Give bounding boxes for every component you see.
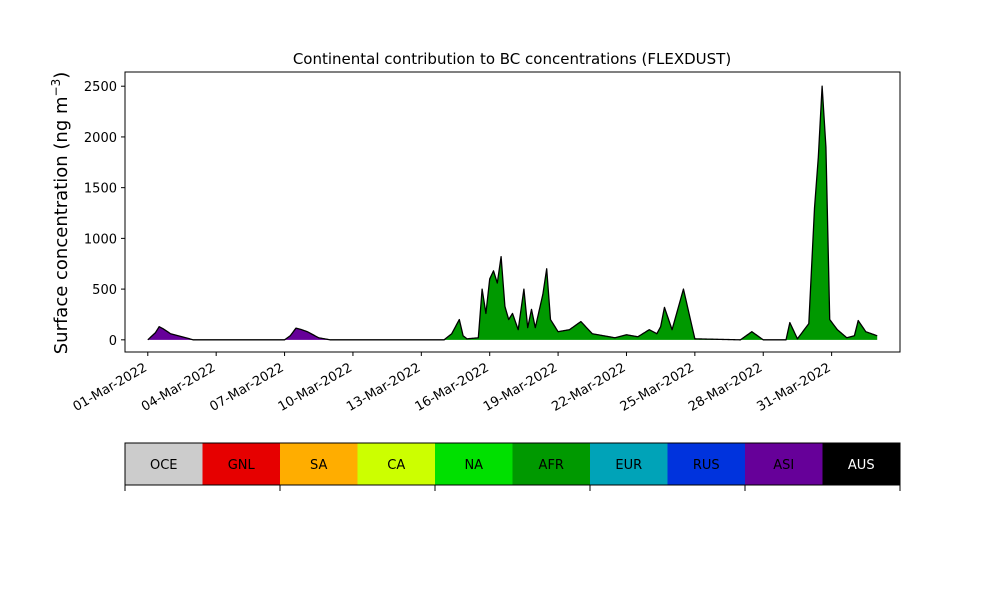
plot-area-frame xyxy=(124,71,901,353)
legend-label-na: NA xyxy=(464,458,483,473)
legend-frame xyxy=(124,442,901,486)
area-series-asi xyxy=(147,326,878,340)
x-tick-label: 10-Mar-2022 xyxy=(276,360,355,414)
legend-label-afr: AFR xyxy=(539,458,564,473)
chart-title: Continental contribution to BC concentra… xyxy=(293,50,731,68)
legend-label-ca: CA xyxy=(387,458,405,473)
legend-label-oce: OCE xyxy=(150,458,178,473)
y-tick-label: 2500 xyxy=(84,80,117,95)
y-tick-label: 1000 xyxy=(84,232,117,247)
legend-swatch-rus xyxy=(667,443,746,485)
y-tick-label: 500 xyxy=(92,283,117,298)
legend-swatch-oce xyxy=(125,443,203,485)
x-tick-label: 19-Mar-2022 xyxy=(481,360,560,414)
y-tick-label: 2000 xyxy=(84,131,117,146)
legend-swatch-ca xyxy=(357,443,436,485)
legend-swatch-sa xyxy=(280,443,358,485)
x-tick-label: 04-Mar-2022 xyxy=(139,360,218,414)
legend-label-gnl: GNL xyxy=(228,458,256,473)
total-outline-group xyxy=(147,85,878,341)
x-axis-ticks: 01-Mar-202204-Mar-202207-Mar-202210-Mar-… xyxy=(71,352,834,415)
y-axis-label-close: ) xyxy=(51,72,72,79)
x-tick-label: 31-Mar-2022 xyxy=(754,360,833,414)
area-series-afr xyxy=(147,86,878,340)
y-axis-label-main: Surface concentration (ng m xyxy=(51,96,72,354)
legend-label-asi: ASI xyxy=(773,458,794,473)
legend-swatch-afr xyxy=(512,443,591,485)
x-tick-label: 16-Mar-2022 xyxy=(413,360,492,414)
y-axis-label: Surface concentration (ng m−3) xyxy=(49,72,72,355)
x-tick-label: 25-Mar-2022 xyxy=(618,360,697,414)
legend-swatch-eur xyxy=(590,443,668,485)
y-tick-label: 0 xyxy=(109,334,117,349)
legend-swatch-aus xyxy=(822,443,901,485)
legend-label-eur: EUR xyxy=(615,458,642,473)
legend-swatch-gnl xyxy=(202,443,281,485)
legend-swatch-asi xyxy=(745,443,823,485)
legend-swatch-na xyxy=(435,443,513,485)
legend-colorbar: OCE GNL SA CA NA AFR EUR RUS ASI AUS xyxy=(124,442,901,491)
total-concentration-line xyxy=(147,85,878,341)
x-tick-label: 13-Mar-2022 xyxy=(344,360,423,414)
x-tick-label: 01-Mar-2022 xyxy=(71,360,150,414)
y-tick-label: 1500 xyxy=(84,182,117,197)
legend-label-aus: AUS xyxy=(848,458,875,473)
legend-label-rus: RUS xyxy=(693,458,720,473)
x-tick-label: 07-Mar-2022 xyxy=(207,360,286,414)
x-tick-label: 28-Mar-2022 xyxy=(686,360,765,414)
x-tick-label: 22-Mar-2022 xyxy=(549,360,628,414)
legend-label-sa: SA xyxy=(310,458,327,473)
y-axis-label-superscript: −3 xyxy=(49,79,63,97)
area-series-group xyxy=(147,86,878,340)
y-axis-ticks: 0 500 1000 1500 2000 2500 xyxy=(84,80,125,349)
